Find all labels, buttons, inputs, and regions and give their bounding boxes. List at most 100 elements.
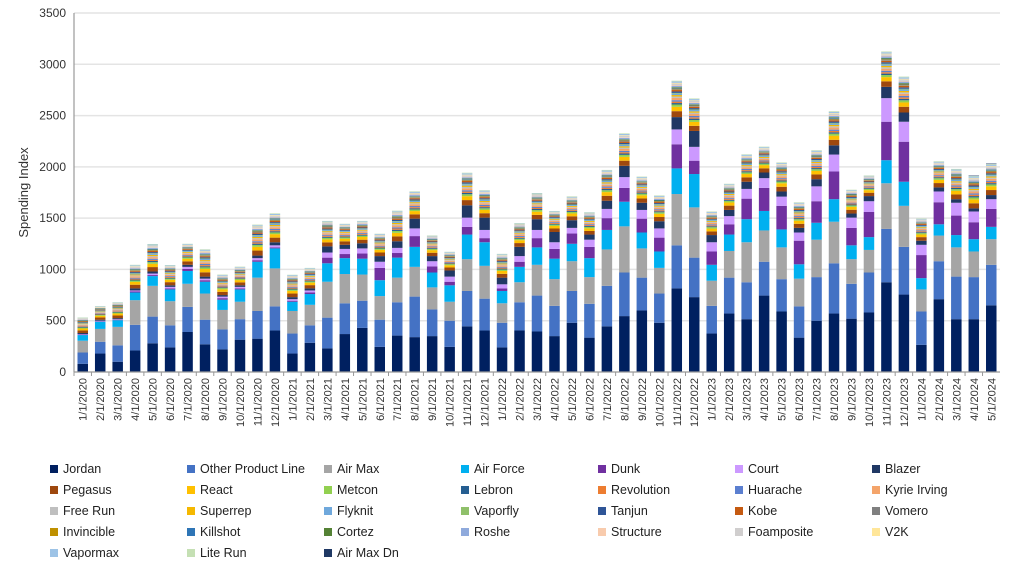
bar-segment-foamposite (426, 237, 438, 238)
bar-segment-kyrie-irving (287, 285, 298, 287)
bar-segment-vaporfly (461, 183, 473, 185)
bar-segment-air-max (723, 250, 735, 278)
bar-segment-invincible (601, 176, 613, 178)
legend-item: Invincible (50, 523, 187, 541)
x-tick-label: 2/1/2024 (934, 378, 946, 421)
bar-segment-lebron (811, 168, 822, 170)
bar-segment-dunk (234, 288, 246, 290)
bar-segment-v2k (601, 171, 613, 173)
bar-segment-kobe (287, 280, 298, 282)
x-tick-label: 2/1/2021 (305, 378, 317, 421)
bar-segment-v2k (846, 191, 857, 192)
bar-segment-foamposite (182, 245, 193, 247)
bar-segment-killshot (514, 227, 525, 229)
bar-segment-lite-run (514, 223, 525, 224)
bar-segment-flyknit (549, 218, 560, 220)
bar-segment-flyknit (619, 144, 630, 147)
legend-item: Air Max (324, 460, 461, 478)
bar-segment-revolution (391, 228, 403, 230)
bar-segment-vomero (129, 270, 141, 272)
bar-segment-flyknit (898, 89, 910, 91)
bar-segment-tanjun (671, 91, 683, 93)
x-tick-label: 4/1/2023 (759, 378, 771, 421)
bar-segment-flyknit (828, 123, 840, 125)
bar-segment-foamposite (846, 191, 857, 193)
bar-segment-kobe (391, 218, 403, 220)
bar-segment-pegasus (828, 139, 840, 146)
bar-segment-blazer (723, 209, 735, 217)
bar-segment-lite-run (461, 172, 473, 174)
bar-segment-huarache (968, 193, 980, 195)
bar-segment-air-force (304, 294, 316, 305)
bar-segment-invincible (654, 201, 665, 202)
bar-segment-kobe (863, 180, 875, 182)
bar-segment-air-max (688, 207, 700, 258)
legend-label: Invincible (63, 525, 116, 539)
bar-segment-roshe (199, 253, 211, 255)
bar-segment-kyrie-irving (496, 265, 508, 267)
bar-segment-roshe (182, 246, 193, 248)
x-tick-label: 6/1/2021 (375, 378, 387, 421)
legend-swatch (461, 465, 469, 473)
bar-segment-vapormax (322, 221, 333, 223)
bar-segment-cortez (828, 117, 840, 119)
bar-segment-lite-run (741, 154, 752, 155)
bar-segment-dunk (758, 187, 770, 211)
bar-segment-lite-run (898, 76, 910, 78)
bar-segment-metcon (619, 154, 630, 157)
bar-segment-kobe (147, 250, 158, 253)
bar-segment-roshe (584, 215, 595, 217)
bar-segment-lite-run (846, 189, 857, 191)
bar-segment-free-run (339, 232, 351, 234)
bar-segment-vapormax (688, 99, 700, 101)
bar-segment-kyrie-irving (304, 277, 316, 279)
bar-segment-jordan (94, 353, 106, 372)
bar-segment-vomero (951, 176, 962, 177)
bar-segment-v2k (409, 192, 420, 194)
bar-segment-roshe (304, 270, 316, 272)
bar-segment-huarache (357, 232, 368, 234)
bar-segment-react (601, 192, 613, 196)
bar-segment-dunk (339, 254, 351, 259)
bar-segment-vapormax (94, 306, 106, 307)
bar-segment-metcon (986, 184, 997, 187)
bar-segment-revolution (182, 255, 193, 257)
bar-segment-dunk (968, 222, 980, 240)
bar-segment-free-run (77, 324, 88, 325)
bar-segment-pegasus (723, 205, 735, 210)
bar-segment-air-max (357, 274, 368, 301)
bar-segment-react (182, 258, 193, 262)
bar-segment-vaporfly (671, 92, 683, 94)
bar-segment-cortez (723, 188, 735, 189)
bar-segment-revolution (409, 207, 420, 209)
bar-segment-kobe (706, 217, 717, 219)
bar-segment-structure (514, 225, 525, 227)
bar-segment-air-force (846, 245, 857, 260)
bar-segment-dunk (933, 202, 945, 225)
x-tick-label: 1/1/2024 (916, 378, 928, 421)
bar-segment-roshe (968, 180, 980, 182)
bar-segment-vaporfly (898, 88, 910, 90)
bar-segment-v2k (566, 197, 578, 199)
bar-segment-v2k (758, 148, 770, 149)
bar-segment-kyrie-irving (758, 158, 770, 161)
bar-segment-huarache (287, 286, 298, 288)
bar-segment-flyknit (112, 307, 123, 309)
bar-segment-flyknit (234, 273, 246, 275)
bar-segment-vaporfly (409, 200, 420, 202)
legend-item: Court (735, 460, 872, 478)
bar-segment-lebron (688, 118, 700, 120)
bar-segment-roshe (916, 221, 927, 223)
bar-segment-blazer (217, 295, 228, 297)
bar-segment-vaporfly (846, 197, 857, 199)
bar-segment-superrep (654, 205, 665, 207)
bar-segment-foamposite (811, 152, 822, 154)
bar-segment-dunk (776, 205, 787, 230)
bar-segment-v2k (933, 162, 945, 164)
bar-segment-jordan (339, 334, 351, 372)
bar-segment-superrep (986, 176, 997, 178)
bar-segment-metcon (129, 280, 141, 282)
bar-segment-court (514, 256, 525, 262)
bar-segment-vomero (391, 218, 403, 219)
bar-segment-kobe (723, 190, 735, 192)
